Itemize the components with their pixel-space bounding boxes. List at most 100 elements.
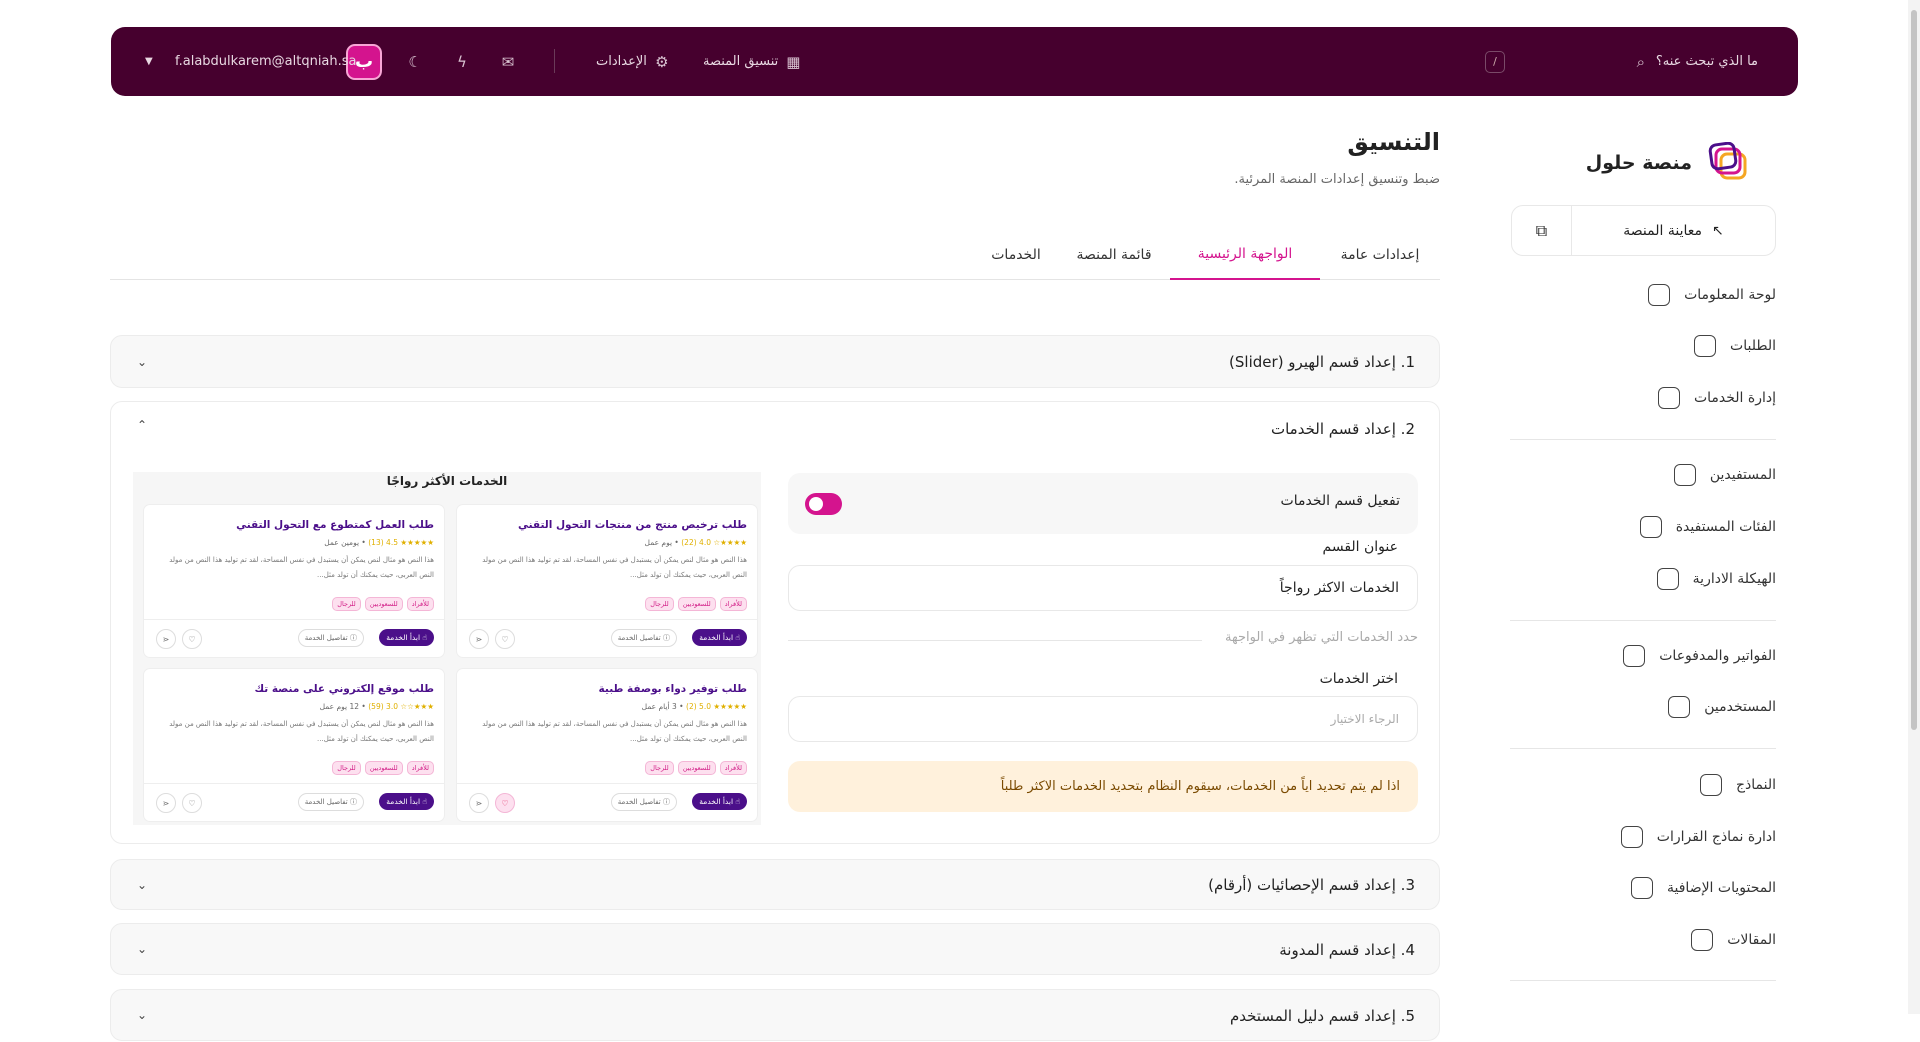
- card-divider: [457, 783, 757, 784]
- preview-label: معاينة المنصة: [1623, 222, 1702, 239]
- services-toggle[interactable]: [805, 493, 842, 515]
- start-service-button[interactable]: ☝ ابدأ الخدمة: [692, 793, 747, 810]
- section-stats[interactable]: 3. إعداد قسم الإحصائيات (أرقام) ⌄: [110, 859, 1440, 910]
- nav-label: تنسيق المنصة: [703, 54, 779, 69]
- sidebar-item-label: الفواتير والمدفوعات: [1659, 648, 1776, 664]
- user-email[interactable]: f.alabdulkarem@altqniah.sa: [175, 27, 357, 96]
- preview-platform-button[interactable]: معاينة المنصة ↖: [1572, 206, 1775, 255]
- sidebar-item[interactable]: الطلبات: [1516, 335, 1776, 357]
- scrollbar-thumb[interactable]: [1911, 10, 1917, 730]
- search-icon: ⌕: [1636, 52, 1646, 71]
- card-duration: يومين عمل: [324, 538, 360, 547]
- service-card: طلب العمل كمتطوع مع التحول التقني ★★★★★ …: [143, 504, 445, 658]
- button-label: ابدأ الخدمة: [699, 797, 734, 806]
- chevron-down-icon[interactable]: ▼: [145, 56, 153, 67]
- avatar[interactable]: ب: [346, 43, 382, 80]
- tab[interactable]: إعدادات عامة: [1320, 230, 1440, 280]
- sidebar-item[interactable]: المقالات: [1516, 929, 1776, 951]
- sidebar-item-label: لوحة المعلومات: [1684, 287, 1776, 303]
- tab[interactable]: الواجهة الرئيسية: [1170, 230, 1320, 280]
- section-user-guide[interactable]: 5. إعداد قسم دليل المستخدم ⌄: [110, 989, 1440, 1041]
- sidebar-item[interactable]: الهيكلة الادارية: [1516, 568, 1776, 590]
- card-duration: 12 يوم عمل: [319, 702, 360, 711]
- warning-alert: اذا لم يتم تحديد اياً من الخدمات، سيقوم …: [788, 761, 1418, 812]
- favorite-icon[interactable]: ♡: [495, 793, 515, 813]
- card-title[interactable]: طلب ترخيص منتج من منتجات التحول التقني: [518, 519, 747, 531]
- sidebar-item[interactable]: المستخدمين: [1516, 696, 1776, 718]
- tab[interactable]: الخدمات: [974, 230, 1058, 280]
- tabs-divider: [110, 279, 1440, 280]
- sidebar-item[interactable]: الفئات المستفيدة: [1516, 516, 1776, 538]
- sidebar-item[interactable]: ادارة نماذج القرارات: [1516, 826, 1776, 848]
- service-details-button[interactable]: ⓘ تفاصيل الخدمة: [610, 793, 677, 811]
- sidebar-item[interactable]: إدارة الخدمات: [1516, 387, 1776, 409]
- inbox-icon[interactable]: ✉: [501, 52, 515, 71]
- select-label: اختر الخدمات: [1319, 671, 1398, 687]
- section-title[interactable]: 2. إعداد قسم الخدمات: [1270, 420, 1415, 438]
- service-card: طلب ترخيص منتج من منتجات التحول التقني ★…: [456, 504, 758, 658]
- card-rating: ★★★★★ 5.0 (2) • 3 أيام عمل: [641, 702, 747, 711]
- sidebar-divider: [1510, 439, 1776, 440]
- card-title[interactable]: طلب موقع إلكتروني على منصة تك: [254, 683, 434, 695]
- decisions-icon: [1620, 826, 1643, 848]
- nav-settings[interactable]: الإعدادات ⚙: [596, 27, 671, 96]
- section-blog[interactable]: 4. إعداد قسم المدونة ⌄: [110, 923, 1440, 975]
- button-label: تفاصيل الخدمة: [304, 798, 348, 806]
- card-title[interactable]: طلب توفير دواء بوصفة طبية: [598, 683, 747, 695]
- card-title[interactable]: طلب العمل كمتطوع مع التحول التقني: [236, 519, 434, 531]
- share-icon[interactable]: ⋖: [469, 793, 489, 813]
- sidebar-divider: [1510, 748, 1776, 749]
- copy-icon[interactable]: ⧉: [1512, 206, 1572, 255]
- chevron-up-icon[interactable]: ⌃: [137, 418, 148, 432]
- nav-platform-layout[interactable]: تنسيق المنصة ▦: [703, 27, 802, 96]
- sidebar-item[interactable]: المستفيدين: [1516, 464, 1776, 486]
- layout-icon: ▦: [786, 52, 801, 71]
- section-hero[interactable]: 1. إعداد قسم الهيرو (Slider) ⌄: [110, 335, 1440, 388]
- chevron-down-icon: ⌄: [137, 942, 148, 956]
- rating-count: (13): [368, 538, 384, 547]
- share-icon[interactable]: ⋖: [156, 793, 176, 813]
- section-title: 3. إعداد قسم الإحصائيات (أرقام): [1208, 876, 1415, 894]
- favorite-icon[interactable]: ♡: [182, 629, 202, 649]
- card-tag: للرجال: [645, 761, 674, 775]
- rating-count: (59): [368, 702, 384, 711]
- warning-text: اذا لم يتم تحديد اياً من الخدمات، سيقوم …: [1000, 779, 1400, 794]
- sidebar-item[interactable]: المحتويات الإضافية: [1516, 877, 1776, 899]
- sidebar-item[interactable]: الفواتير والمدفوعات: [1516, 645, 1776, 667]
- service-card: طلب توفير دواء بوصفة طبية ★★★★★ 5.0 (2) …: [456, 668, 758, 822]
- forms-icon: [1699, 774, 1722, 796]
- scrollbar[interactable]: [1908, 0, 1920, 1014]
- section-title: 1. إعداد قسم الهيرو (Slider): [1229, 353, 1415, 371]
- rating-value: 3.0: [386, 702, 398, 711]
- moon-icon[interactable]: ☾: [408, 52, 422, 71]
- toggle-row: تفعيل قسم الخدمات: [788, 473, 1418, 534]
- card-duration: 3 أيام عمل: [641, 702, 677, 711]
- user-icon: [1668, 696, 1691, 718]
- search-box[interactable]: ⌕ ما الذي تبحث عنه؟: [1632, 27, 1758, 96]
- card-tag: للسعوديين: [677, 761, 716, 775]
- service-details-button[interactable]: ⓘ تفاصيل الخدمة: [297, 629, 364, 647]
- share-icon[interactable]: ⋖: [469, 629, 489, 649]
- sidebar-item[interactable]: لوحة المعلومات: [1516, 284, 1776, 306]
- invoice-icon: [1623, 645, 1646, 667]
- rating-value: 5.0: [699, 702, 711, 711]
- services-select[interactable]: الرجاء الاختيار: [788, 696, 1418, 742]
- tab[interactable]: قائمة المنصة: [1058, 230, 1170, 280]
- start-service-button[interactable]: ☝ ابدأ الخدمة: [379, 629, 434, 646]
- sidebar-item-label: المستخدمين: [1704, 699, 1776, 715]
- tabs: إعدادات عامة الواجهة الرئيسية قائمة المنصة…: [974, 230, 1440, 280]
- favorite-icon[interactable]: ♡: [495, 629, 515, 649]
- nav-label: الإعدادات: [596, 54, 647, 69]
- lightning-icon[interactable]: ϟ: [457, 52, 467, 71]
- section-title-input[interactable]: الخدمات الاكثر رواجاً: [788, 565, 1418, 611]
- favorite-icon[interactable]: ♡: [182, 793, 202, 813]
- tag-icon: [1639, 516, 1662, 538]
- service-details-button[interactable]: ⓘ تفاصيل الخدمة: [297, 793, 364, 811]
- section-title-label: عنوان القسم: [1322, 539, 1398, 555]
- start-service-button[interactable]: ☝ ابدأ الخدمة: [692, 629, 747, 646]
- service-details-button[interactable]: ⓘ تفاصيل الخدمة: [610, 629, 677, 647]
- sidebar-item[interactable]: النماذج: [1516, 774, 1776, 796]
- start-service-button[interactable]: ☝ ابدأ الخدمة: [379, 793, 434, 810]
- articles-icon: [1691, 929, 1714, 951]
- share-icon[interactable]: ⋖: [156, 629, 176, 649]
